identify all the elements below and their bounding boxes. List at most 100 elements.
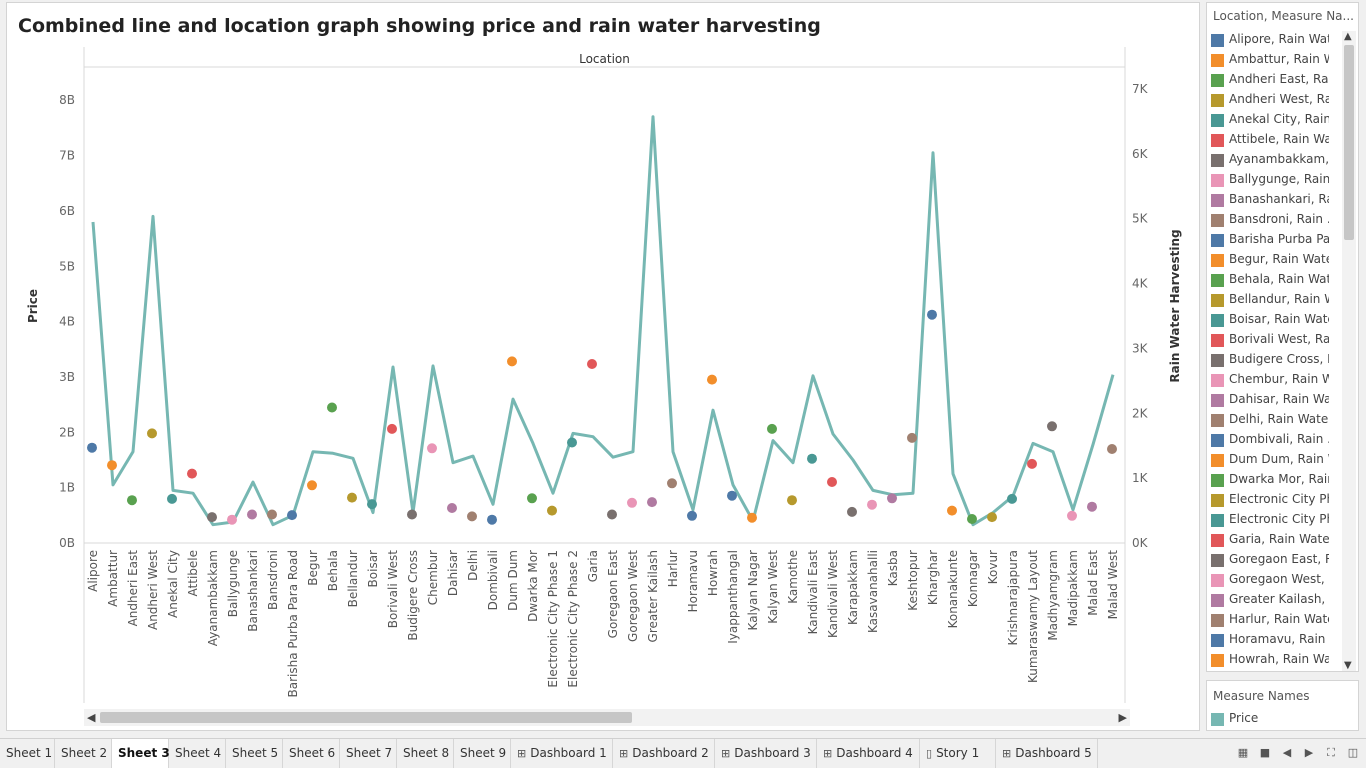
legend-item[interactable]: Budigere Cross, R...: [1207, 350, 1358, 370]
legend-item[interactable]: Delhi, Rain Water ..: [1207, 410, 1358, 430]
x-tick-label: Kalyan West: [766, 550, 780, 624]
legend-item[interactable]: Ayanambakkam, ..: [1207, 150, 1358, 170]
legend-item[interactable]: Ballygunge, Rain ..: [1207, 170, 1358, 190]
legend-item-label: Dum Dum, Rain W...: [1229, 452, 1329, 466]
legend-item[interactable]: Dum Dum, Rain W...: [1207, 450, 1358, 470]
x-tick-label: Kandivali East: [806, 550, 820, 635]
rain-water-point: [287, 510, 297, 521]
tab-sheet-5[interactable]: Sheet 5: [226, 739, 283, 768]
legend-item[interactable]: Anekal City, Rain ..: [1207, 110, 1358, 130]
rain-water-point: [467, 511, 477, 522]
legend-scroll-thumb[interactable]: [1344, 45, 1354, 240]
legend-item[interactable]: Goregaon West, R...: [1207, 570, 1358, 590]
legend-swatch: [1211, 174, 1224, 187]
legend-item[interactable]: Banashankari, Ra...: [1207, 190, 1358, 210]
tab-sheet-1[interactable]: Sheet 1: [0, 739, 55, 768]
legend-item[interactable]: Borivali West, Rai...: [1207, 330, 1358, 350]
tab-sheet-7[interactable]: Sheet 7: [340, 739, 397, 768]
grid-icon: ⊞: [619, 747, 629, 760]
rain-water-point: [1107, 444, 1117, 454]
legend-scrollbar[interactable]: ▲ ▼: [1342, 31, 1356, 671]
rain-water-point: [827, 477, 837, 487]
x-tick-label: Dwarka Mor: [526, 550, 540, 622]
scroll-left-icon[interactable]: ◀: [87, 711, 96, 724]
scroll-up-icon[interactable]: ▲: [1344, 31, 1352, 42]
tab-dashboard-4[interactable]: ⊞ Dashboard 4: [817, 739, 920, 768]
legend-item-label: Chembur, Rain W...: [1229, 372, 1329, 386]
tab-dashboard-3[interactable]: ⊞ Dashboard 3: [715, 739, 817, 768]
rain-water-point: [847, 506, 857, 517]
legend-item[interactable]: Electronic City Ph...: [1207, 490, 1358, 510]
legend-item[interactable]: Howrah, Rain Wa...: [1207, 650, 1358, 670]
legend-swatch: [1211, 234, 1224, 247]
tab-story-1[interactable]: ▯ Story 1: [920, 739, 996, 768]
tab-dashboard-2[interactable]: ⊞ Dashboard 2: [613, 739, 715, 768]
legend-item[interactable]: Electronic City Ph...: [1207, 510, 1358, 530]
legend-item-label: Electronic City Ph...: [1229, 512, 1329, 526]
x-tick-label: Konanakunte: [946, 550, 960, 628]
tab-label: Dashboard 5: [1015, 746, 1092, 760]
x-tick-label: Alipore: [86, 550, 100, 592]
tab-sheet-3[interactable]: Sheet 3: [112, 739, 170, 768]
horizontal-scrollbar[interactable]: ◀ ▶: [84, 709, 1130, 726]
legend-swatch: [1211, 354, 1224, 367]
legend-item[interactable]: Bansdroni, Rain ..: [1207, 210, 1358, 230]
horizontal-scroll-thumb[interactable]: [100, 712, 632, 723]
legend-item[interactable]: Boisar, Rain Wate...: [1207, 310, 1358, 330]
legend-item[interactable]: Bellandur, Rain W...: [1207, 290, 1358, 310]
legend-item[interactable]: Ambattur, Rain W...: [1207, 50, 1358, 70]
rain-water-point: [1007, 493, 1017, 504]
scroll-right-icon[interactable]: ▶: [1118, 711, 1127, 724]
tab-sheet-6[interactable]: Sheet 6: [283, 739, 340, 768]
legend-item[interactable]: Dwarka Mor, Rain...: [1207, 470, 1358, 490]
tab-label: Sheet 1: [6, 746, 53, 760]
scroll-down-icon[interactable]: ▼: [1344, 660, 1352, 671]
tab-label: Sheet 7: [346, 746, 393, 760]
legend-item[interactable]: Harlur, Rain Wate...: [1207, 610, 1358, 630]
x-tick-label: Greater Kailash: [646, 550, 660, 642]
grid-view-icon[interactable]: ▦: [1237, 746, 1249, 759]
legend-item-label: Ambattur, Rain W...: [1229, 52, 1329, 66]
legend-item[interactable]: Horamavu, Rain ..: [1207, 630, 1358, 650]
legend-swatch: [1211, 534, 1224, 547]
legend-swatch: [1211, 614, 1224, 627]
legend-swatch: [1211, 474, 1224, 487]
tab-label: Sheet 3: [118, 746, 170, 760]
rain-water-point: [207, 512, 217, 523]
legend-item[interactable]: Barisha Purba Par...: [1207, 230, 1358, 250]
prev-sheet-icon[interactable]: ◀: [1282, 746, 1292, 759]
legend-item[interactable]: Behala, Rain Wat...: [1207, 270, 1358, 290]
legend-item[interactable]: Dahisar, Rain Wat...: [1207, 390, 1358, 410]
legend-item[interactable]: Andheri West, Rai...: [1207, 90, 1358, 110]
filmstrip-icon[interactable]: ■: [1259, 746, 1271, 759]
legend-swatch: [1211, 54, 1224, 67]
tab-sheet-4[interactable]: Sheet 4: [169, 739, 226, 768]
tab-sheet-2[interactable]: Sheet 2: [55, 739, 112, 768]
measure-legend-item[interactable]: Price: [1207, 709, 1358, 729]
legend-item[interactable]: Dombivali, Rain ..: [1207, 430, 1358, 450]
x-tick-label: Barisha Purba Para Road: [286, 550, 300, 698]
x-tick-label: Dombivali: [486, 550, 500, 610]
presentation-icon[interactable]: ◫: [1347, 746, 1359, 759]
next-sheet-icon[interactable]: ▶: [1304, 746, 1314, 759]
y-tick-label: 0B: [59, 536, 75, 550]
chart-svg: Location 0B 1B 2B 3B 4B 5B 6B 7B 8B 0K 1K 2K 3K 4K 5K 6K…: [26, 47, 1182, 703]
fullscreen-icon[interactable]: ⛶: [1327, 746, 1335, 759]
legend-item[interactable]: Attibele, Rain Wa...: [1207, 130, 1358, 150]
tab-sheet-8[interactable]: Sheet 8: [397, 739, 454, 768]
legend-item[interactable]: Alipore, Rain Wat...: [1207, 30, 1358, 50]
legend-item-label: Barisha Purba Par...: [1229, 232, 1329, 246]
tab-sheet-9[interactable]: Sheet 9: [454, 739, 511, 768]
legend-item[interactable]: Garia, Rain Water...: [1207, 530, 1358, 550]
legend-item[interactable]: Chembur, Rain W...: [1207, 370, 1358, 390]
legend-item[interactable]: Andheri East, Rai...: [1207, 70, 1358, 90]
legend-item-label: Harlur, Rain Wate...: [1229, 612, 1329, 626]
tab-dashboard-5[interactable]: ⊞ Dashboard 5: [996, 739, 1098, 768]
legend-swatch: [1211, 254, 1224, 267]
x-tick-label: Goregaon West: [626, 550, 640, 642]
tab-dashboard-1[interactable]: ⊞ Dashboard 1: [511, 739, 613, 768]
legend-item[interactable]: Goregaon East, R...: [1207, 550, 1358, 570]
sheet-tab-bar: Sheet 1 Sheet 2 Sheet 3 Sheet 4 Sheet 5 Sheet…: [0, 738, 1366, 768]
legend-item[interactable]: Begur, Rain Wate...: [1207, 250, 1358, 270]
legend-item[interactable]: Greater Kailash, ..: [1207, 590, 1358, 610]
